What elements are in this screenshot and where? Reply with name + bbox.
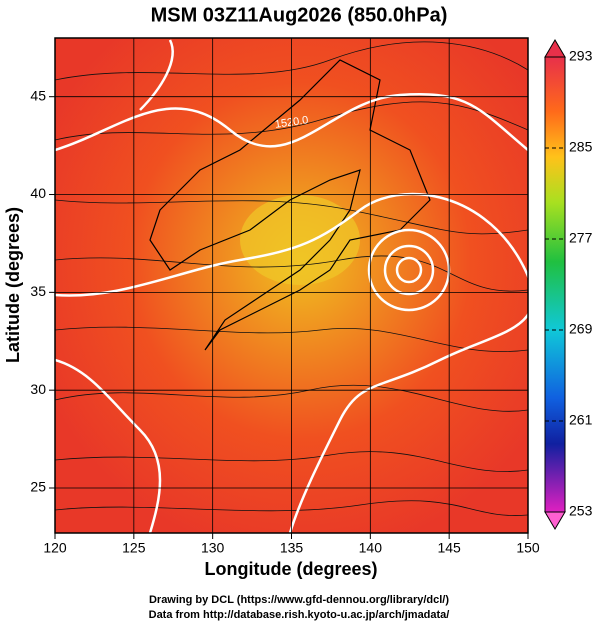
- colorbar-scale: [544, 56, 566, 513]
- contour: [383, 244, 435, 296]
- y-tick-label: 30: [30, 381, 46, 397]
- x-tick-label: 150: [516, 540, 540, 556]
- warm-area: [240, 195, 360, 285]
- colorbar-tick-label: 285: [569, 139, 593, 155]
- colorbar-tick-label: 293: [569, 48, 593, 64]
- credit: Drawing by DCL (https://www.gfd-dennou.o…: [149, 594, 449, 606]
- colorbar: [544, 39, 566, 530]
- x-tick-label: 135: [280, 540, 304, 556]
- contour: [395, 256, 423, 284]
- coastline: [149, 59, 431, 351]
- colorbar-bottom-arrow: [544, 511, 566, 530]
- x-axis-label: Longitude (degrees): [204, 559, 377, 579]
- contour: [55, 93, 528, 152]
- colorbar-tick-label: 253: [569, 503, 593, 519]
- contour: [55, 192, 528, 533]
- contour: [55, 358, 162, 533]
- x-tick-label: 130: [201, 540, 225, 556]
- x-tick-label: 145: [437, 540, 461, 556]
- x-tick-label: 120: [43, 540, 67, 556]
- y-tick-label: 45: [30, 87, 46, 103]
- colorbar-tick-label: 277: [569, 230, 593, 246]
- map-field: [55, 38, 528, 533]
- y-tick-label: 25: [30, 479, 46, 495]
- title: MSM 03Z11Aug2026 (850.0hPa): [151, 4, 448, 26]
- colorbar-top-arrow: [544, 39, 566, 58]
- contour: [139, 39, 174, 111]
- x-tick-label: 140: [359, 540, 383, 556]
- y-tick-label: 40: [30, 185, 46, 201]
- credit: Data from http://database.rish.kyoto-u.a…: [149, 609, 450, 621]
- y-tick-label: 35: [30, 283, 46, 299]
- x-tick-label: 125: [122, 540, 146, 556]
- colorbar-tick-label: 261: [569, 412, 593, 428]
- y-axis-label: Latitude (degrees): [3, 207, 23, 363]
- colorbar-tick-label: 269: [569, 321, 593, 337]
